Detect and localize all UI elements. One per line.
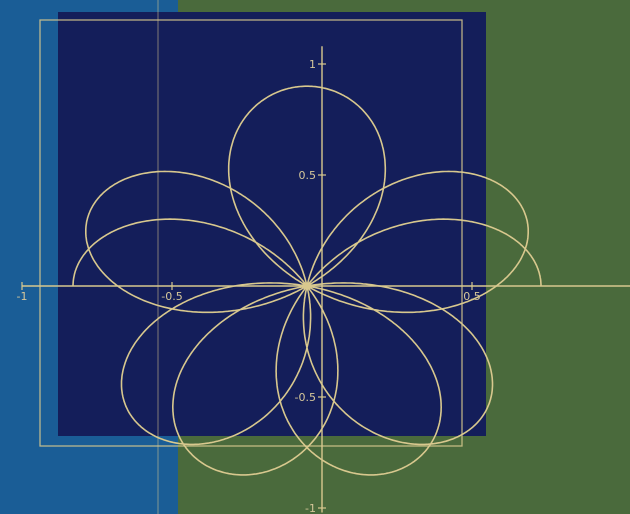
x-tick-label: -0.5 (161, 290, 182, 303)
tick-labels: -1 -0.5 0.5 1 0.5 -0.5 -1 (17, 58, 481, 514)
rose-curve (72, 85, 542, 476)
y-tick-label: -1 (305, 502, 316, 514)
frame-rect (39, 19, 463, 447)
plot-panel (58, 12, 486, 436)
axes (22, 46, 630, 513)
series-line-rose (72, 85, 542, 476)
x-tick-label: -1 (17, 290, 28, 303)
y-tick-label: -0.5 (295, 391, 316, 404)
plot-frame (39, 0, 463, 514)
y-tick-label: 1 (309, 58, 316, 71)
x-tick-label: 0.5 (463, 290, 481, 303)
y-tick-label: 0.5 (299, 169, 317, 182)
